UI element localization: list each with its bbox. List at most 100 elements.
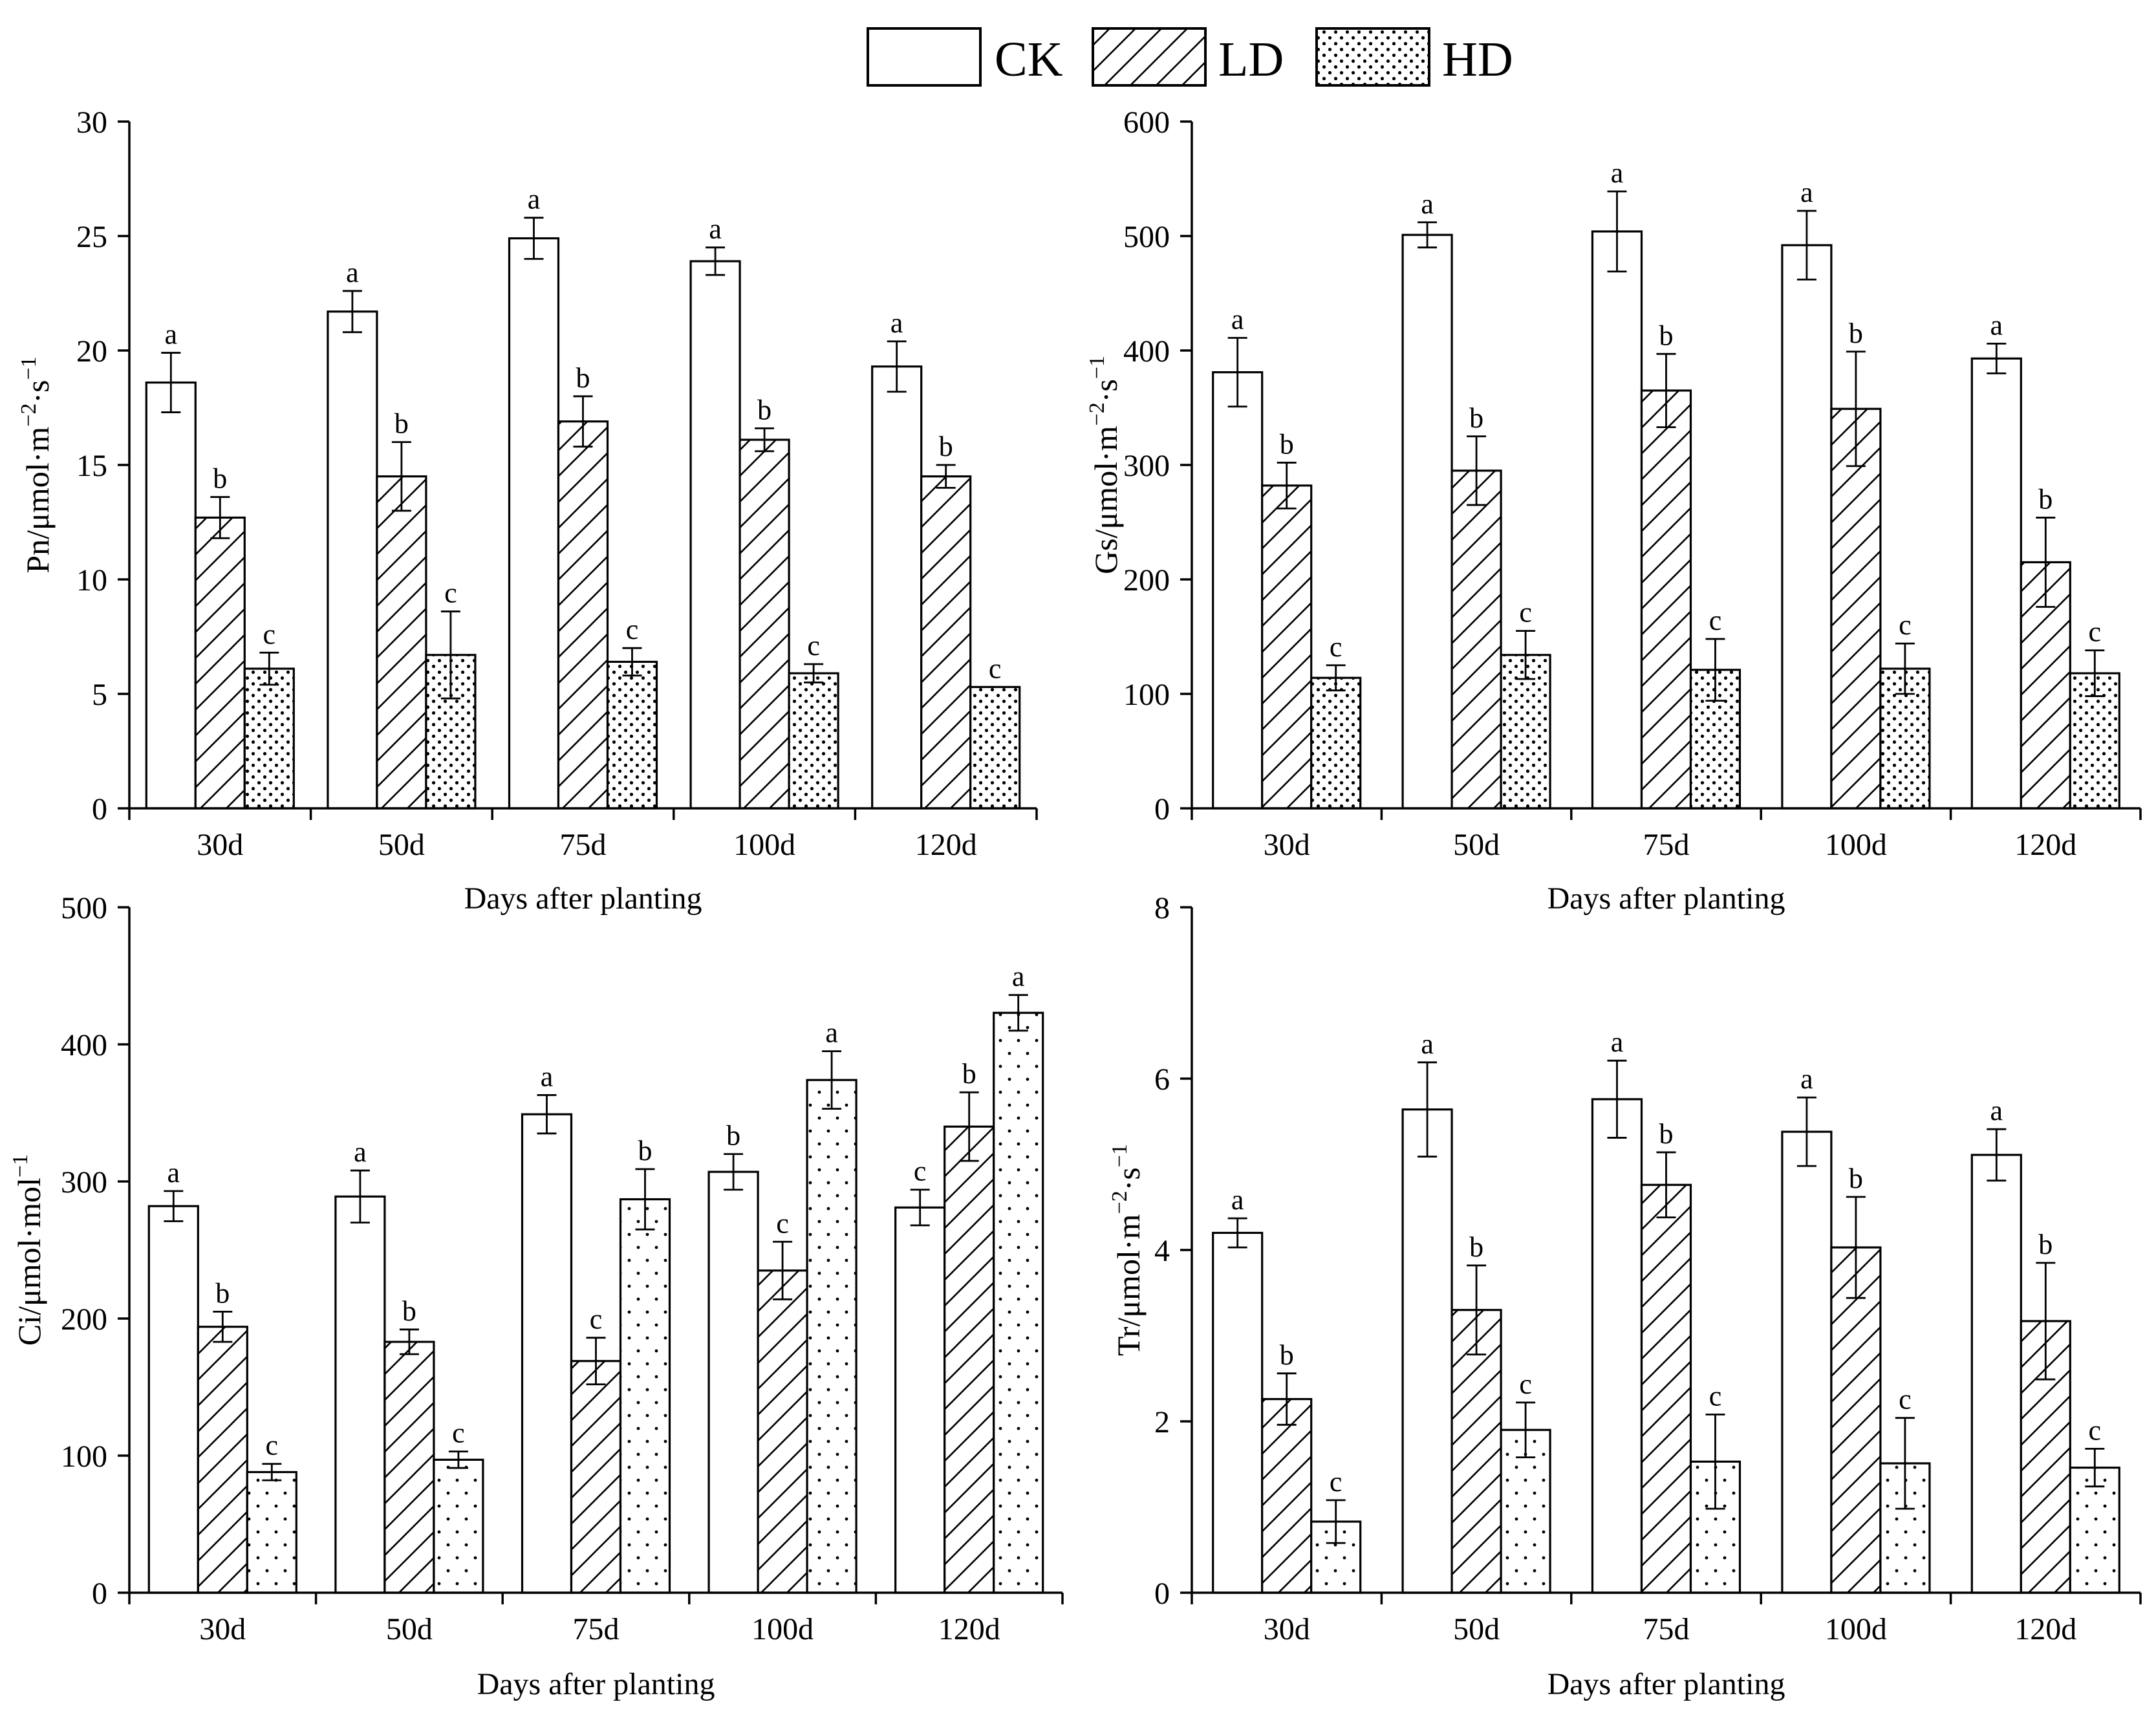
errorbar-ld-30d: [210, 496, 230, 539]
y-tick-label: 500: [1123, 220, 1170, 254]
bar-ld-75d: [1640, 1183, 1692, 1594]
legend-swatch-ld: [1092, 27, 1207, 87]
x-tick-label-75d: 75d: [1643, 828, 1690, 862]
y-tick-label: 0: [1154, 1577, 1170, 1611]
errorbar-ld-30d: [1277, 462, 1297, 510]
x-tick-label-30d: 30d: [197, 828, 243, 862]
sig-letter-ck-100d: a: [1800, 1063, 1813, 1095]
legend-swatch-ck: [867, 27, 982, 87]
y-tick-label: 100: [1123, 678, 1170, 712]
x-axis-title: Days after planting: [1547, 881, 1785, 916]
errorbar-ld-50d: [1467, 1264, 1487, 1356]
bar-ld-50d: [376, 475, 427, 810]
legend-label-ld: LD: [1218, 32, 1284, 87]
errorbar-ld-100d: [1846, 350, 1866, 468]
sig-letter-ck-75d: a: [1611, 1026, 1624, 1058]
y-tick-label: 100: [61, 1439, 107, 1474]
errorbar-ck-100d: [706, 246, 726, 276]
x-tick-label-50d: 50d: [1453, 828, 1500, 862]
sig-letter-ld-50d: b: [1469, 1231, 1483, 1263]
sig-letter-ld-75d: b: [1659, 319, 1674, 351]
sig-letter-hd-75d: b: [638, 1135, 652, 1167]
errorbar-hd-50d: [1516, 630, 1536, 680]
bar-ck-30d: [1212, 371, 1264, 810]
x-tick-label-100d: 100d: [1825, 828, 1887, 862]
errorbar-ld-75d: [1656, 1151, 1676, 1219]
sig-letter-ld-120d: b: [2038, 483, 2053, 515]
legend-swatch-hd: [1315, 27, 1430, 87]
errorbar-ck-50d: [1418, 1061, 1438, 1158]
bar-ck-100d: [689, 260, 741, 810]
sig-letter-ld-30d: b: [215, 1277, 230, 1309]
errorbar-hd-50d: [448, 1450, 468, 1469]
bar-hd-30d: [246, 1471, 297, 1594]
y-tick-label: 200: [61, 1302, 107, 1337]
sig-letter-ck-30d: a: [165, 319, 178, 350]
y-tick-label: 5: [92, 678, 107, 712]
errorbar-ld-30d: [1277, 1372, 1297, 1426]
sig-letter-ld-120d: b: [2038, 1229, 2053, 1260]
errorbar-ld-30d: [213, 1311, 233, 1343]
errorbar-hd-120d: [1008, 994, 1028, 1032]
errorbar-hd-30d: [1326, 664, 1346, 692]
sig-letter-hd-50d: c: [444, 577, 457, 609]
errorbar-ck-120d: [1987, 1128, 2007, 1182]
errorbar-ld-120d: [2036, 517, 2056, 608]
y-axis-title: Tr/μmol·m−2·s−1: [1108, 1144, 1147, 1356]
bar-ck-75d: [508, 237, 560, 810]
bar-ck-75d: [1591, 230, 1643, 810]
sig-letter-hd-100d: c: [807, 630, 820, 662]
x-tick-label-75d: 75d: [1643, 1612, 1690, 1646]
sig-letter-hd-50d: c: [1519, 597, 1532, 629]
errorbar-ck-75d: [1607, 190, 1627, 273]
errorbar-ck-100d: [724, 1153, 744, 1191]
errorbar-ck-50d: [1418, 221, 1438, 249]
bar-ld-75d: [1640, 389, 1692, 810]
sig-letter-ld-75d: c: [590, 1304, 603, 1335]
bar-ld-120d: [943, 1125, 995, 1594]
bar-hd-30d: [243, 667, 295, 810]
x-axis-title: Days after planting: [464, 881, 702, 916]
sig-letter-ck-75d: a: [1611, 157, 1624, 189]
y-tick-label: 0: [92, 1577, 107, 1611]
bar-ld-50d: [1450, 469, 1502, 810]
sig-letter-ld-75d: b: [1659, 1118, 1674, 1150]
bar-ck-120d: [1970, 357, 2022, 810]
x-tick-label-30d: 30d: [1264, 1612, 1310, 1646]
errorbar-hd-100d: [1895, 642, 1915, 695]
errorbar-ck-30d: [161, 352, 181, 413]
sig-letter-hd-30d: c: [266, 1430, 279, 1461]
sig-letter-ld-30d: b: [1280, 1339, 1294, 1371]
legend: CK LD HD: [867, 27, 1513, 87]
bar-ld-30d: [197, 1326, 248, 1594]
sig-letter-hd-100d: c: [1899, 609, 1912, 641]
bar-hd-100d: [806, 1079, 857, 1594]
sig-letter-hd-100d: a: [825, 1017, 838, 1049]
errorbar-hd-75d: [1705, 638, 1725, 702]
bar-ck-30d: [147, 1205, 199, 1594]
legend-label-hd: HD: [1442, 32, 1513, 87]
sig-letter-hd-30d: c: [263, 618, 276, 650]
sig-letter-hd-75d: c: [1709, 1380, 1722, 1412]
legend-item-ck: CK: [867, 27, 1063, 87]
y-tick-label: 6: [1154, 1062, 1170, 1097]
errorbar-ck-120d: [887, 340, 907, 393]
errorbar-ck-100d: [1796, 1096, 1816, 1167]
errorbar-ck-100d: [1796, 210, 1816, 281]
bar-ck-30d: [145, 381, 197, 810]
sig-letter-ck-50d: a: [354, 1136, 367, 1168]
bar-ld-30d: [1261, 1397, 1313, 1594]
x-tick-label-50d: 50d: [378, 828, 425, 862]
errorbar-ld-100d: [755, 427, 775, 453]
sig-letter-ld-120d: b: [962, 1058, 976, 1090]
bar-hd-75d: [606, 660, 658, 810]
x-axis-title: Days after planting: [1547, 1667, 1785, 1701]
sig-letter-ck-30d: a: [167, 1157, 180, 1189]
errorbar-ck-30d: [1227, 1217, 1247, 1249]
bar-ck-75d: [1591, 1098, 1643, 1594]
errorbar-ck-75d: [537, 1094, 557, 1135]
sig-letter-hd-30d: c: [1330, 631, 1342, 663]
legend-item-ld: LD: [1092, 27, 1284, 87]
sig-letter-ck-100d: b: [726, 1120, 740, 1152]
bar-ld-75d: [570, 1360, 622, 1594]
